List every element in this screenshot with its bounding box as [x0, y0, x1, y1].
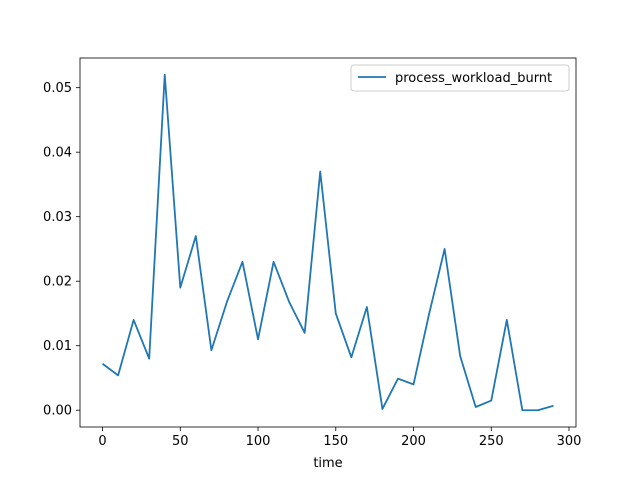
x-tick-label: 50 [172, 434, 189, 449]
x-tick-label: 200 [401, 434, 426, 449]
x-tick-label: 250 [479, 434, 504, 449]
y-axis: 0.00 0.01 0.02 0.03 0.04 0.05 [43, 81, 80, 419]
series-line [102, 73, 554, 412]
legend: process_workload_burnt [350, 64, 570, 92]
y-tick-label: 0.00 [43, 404, 72, 419]
x-axis-label: time [313, 456, 342, 471]
x-tick-label: 0 [98, 434, 106, 449]
y-tick-label: 0.03 [43, 210, 72, 225]
x-tick-label: 100 [246, 434, 271, 449]
legend-label: process_workload_burnt [395, 71, 552, 86]
y-tick-label: 0.05 [43, 81, 72, 96]
series-layer [102, 73, 554, 412]
y-tick-label: 0.02 [43, 275, 72, 290]
y-tick-label: 0.04 [43, 146, 72, 161]
axes-layer [79, 57, 577, 428]
x-tick-label: 300 [557, 434, 582, 449]
plot-frame [79, 57, 577, 428]
x-axis: 0 50 100 150 200 250 300 [98, 427, 581, 449]
x-tick-label: 150 [323, 434, 348, 449]
legend-box [350, 64, 570, 92]
y-tick-label: 0.01 [43, 339, 72, 354]
